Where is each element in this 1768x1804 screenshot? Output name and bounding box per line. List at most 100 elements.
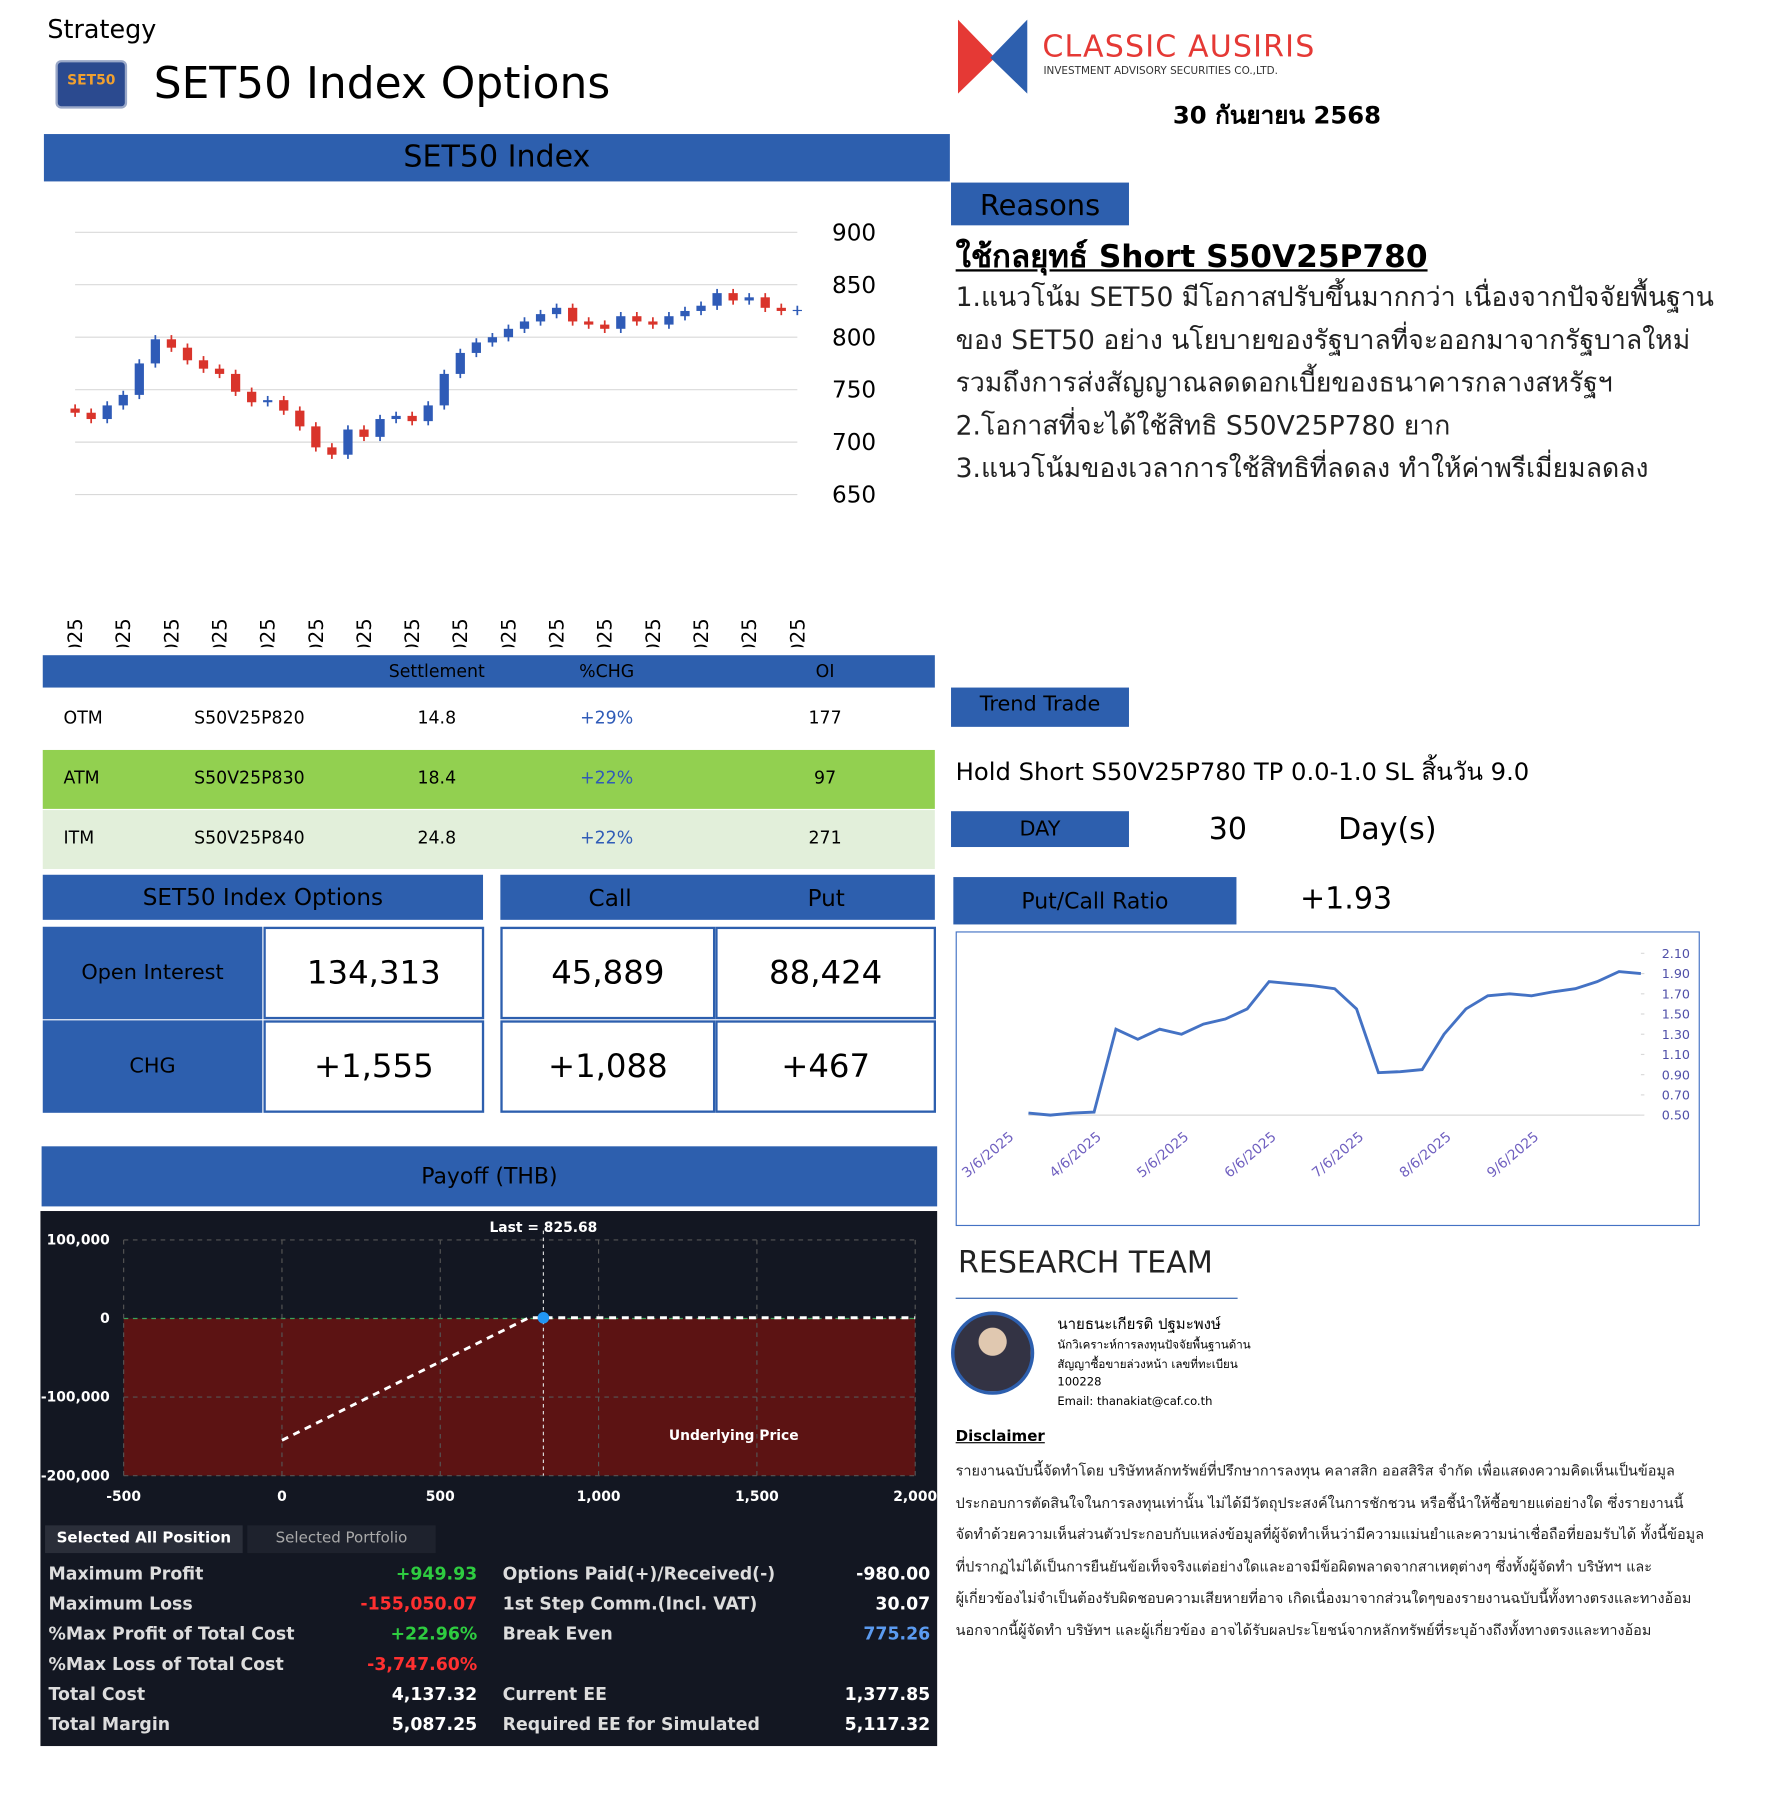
- y-tick-label: 0.90: [1662, 1067, 1690, 1082]
- candle-body: [744, 297, 754, 301]
- candle-body: [118, 394, 128, 406]
- disclaimer-title: Disclaimer: [955, 1428, 1045, 1446]
- days: 30: [1208, 812, 1247, 848]
- reasons-heading: Reasons: [951, 182, 1129, 226]
- stat-value: 5,087.25: [391, 1713, 478, 1735]
- y-tick-label: 0: [100, 1311, 110, 1327]
- candle-body: [150, 339, 160, 364]
- y-tick-label: 750: [832, 378, 876, 404]
- rule: [955, 1297, 1238, 1299]
- candle-body: [327, 447, 337, 455]
- candle-body: [439, 373, 449, 406]
- stat-value: 775.26: [863, 1623, 931, 1645]
- table-cell: 24.8: [417, 827, 457, 849]
- candle-body: [279, 400, 289, 411]
- candle-body: [375, 419, 385, 437]
- stat-value: -155,050.07: [360, 1593, 478, 1615]
- disclaimer-line: นอกจากนี้ผู้จัดทำ บริษัทฯ และผู้เกี่ยวข้…: [955, 1621, 1652, 1639]
- x-tick-label: 4/28/2025: [112, 618, 135, 647]
- candle-body: [712, 293, 722, 306]
- logo-red: [957, 19, 995, 94]
- disclaimer-line: จัดทำด้วยความเห็นส่วนตัวประกอบกับแหล่งข้…: [955, 1525, 1705, 1543]
- x-tick-label: 9/19/2025: [738, 618, 761, 647]
- table-row: [42, 689, 935, 749]
- candle-body: [263, 400, 273, 403]
- candle-body: [568, 307, 578, 322]
- analyst-line: นักวิเคราะห์การลงทุนปัจจัยพื้นฐานด้าน: [1057, 1339, 1251, 1353]
- table-cell: ITM: [63, 827, 95, 849]
- value-cell: 88,424: [715, 926, 937, 1020]
- disclaimer-line: รายงานฉบับนี้จัดทำโดย บริษัทหลักทรัพย์ที…: [955, 1461, 1675, 1480]
- x-tick-label: 7/8/2025: [401, 618, 424, 647]
- x-tick-label: 5/14/2025: [160, 618, 183, 647]
- candle-body: [471, 342, 481, 353]
- tab[interactable]: Selected Portfolio: [247, 1525, 436, 1554]
- candle-body: [664, 316, 674, 325]
- x-tick-label: 7/30/2025: [497, 618, 520, 647]
- value-cell: +1,555: [263, 1020, 485, 1113]
- chart-title: SET50 Index: [43, 134, 950, 182]
- value-cell: +1,088: [500, 1020, 716, 1113]
- x-tick-label: -500: [106, 1489, 141, 1505]
- candle-body: [86, 412, 96, 420]
- y-tick-label: 1.90: [1662, 966, 1690, 981]
- stat-value: -980.00: [856, 1563, 931, 1585]
- reason-line: 2.โอกาสที่จะได้ใช้สิทธิ S50V25P780 ยาก: [955, 411, 1451, 442]
- stat-label: Total Margin: [48, 1713, 171, 1735]
- call-header: Call: [588, 884, 632, 912]
- company: CLASSIC AUSIRIS: [1042, 30, 1316, 65]
- x-tick-label: 9/10/2025: [690, 618, 713, 647]
- candle-body: [70, 408, 80, 413]
- x-tick-label: 9/30/2025: [786, 618, 809, 647]
- candle-body: [166, 339, 177, 348]
- tab[interactable]: Selected All Position: [45, 1525, 243, 1554]
- candle-body: [230, 373, 241, 392]
- trend-heading: Trend Trade: [951, 687, 1129, 727]
- reason-line: รวมถึงการส่งสัญญาณลดดอกเบี้ยของธนาคารกลา…: [955, 368, 1613, 399]
- pcr-line: [1028, 970, 1642, 1117]
- x-tick-label: 6/9/2025: [257, 618, 280, 647]
- table-row: [42, 749, 935, 809]
- analyst-line: สัญญาซื้อขายล่วงหน้า เลขที่ทะเบียน: [1057, 1358, 1238, 1372]
- candle-body: [696, 305, 706, 311]
- x-tick-label: 4/6/2025: [1047, 1129, 1105, 1181]
- candle-body: [182, 347, 193, 361]
- x-tick-label: 500: [426, 1489, 455, 1505]
- candle-body: [584, 321, 594, 325]
- candle-body: [648, 321, 658, 325]
- candle-body: [343, 429, 353, 455]
- y-tick-label: 850: [832, 273, 876, 299]
- candle-body: [519, 321, 530, 329]
- payoff-title: Payoff (THB): [41, 1146, 938, 1207]
- reason-line: ของ SET50 อย่าง นโยบายของรัฐบาลที่จะออกม…: [955, 325, 1691, 356]
- loss-zone: [123, 1318, 916, 1476]
- stat-label: Maximum Profit: [48, 1563, 204, 1585]
- x-tick-label: 9/6/2025: [1484, 1129, 1542, 1181]
- x-tick-label: 0: [277, 1489, 287, 1505]
- candle-body: [247, 391, 257, 403]
- date: 30 กันยายน 2568: [1172, 101, 1382, 130]
- y-tick-label: 1.70: [1662, 986, 1690, 1001]
- stat-value: 4,137.32: [391, 1683, 478, 1705]
- y-tick-label: 1.10: [1662, 1047, 1690, 1062]
- table-cell: 97: [814, 767, 837, 789]
- x-axis-label: Underlying Price: [669, 1428, 799, 1444]
- stat-value: +949.93: [395, 1563, 478, 1585]
- put-header: Put: [807, 884, 845, 912]
- analyst-line: Email: thanakiat@caf.co.th: [1057, 1395, 1213, 1409]
- candle-body: [792, 309, 802, 312]
- payoff-line: [281, 1316, 916, 1442]
- table-cell: S50V25P830: [194, 767, 305, 789]
- candle-body: [423, 405, 433, 422]
- candle-body: [600, 324, 610, 329]
- y-tick-label: 2.10: [1662, 946, 1690, 961]
- x-tick-label: 7/18/2025: [449, 618, 472, 647]
- x-tick-label: 1,000: [577, 1489, 621, 1505]
- pcr-frame: [955, 931, 1700, 1227]
- row-label: CHG: [42, 1020, 263, 1113]
- stat-label: Required EE for Simulated: [502, 1713, 760, 1735]
- logo: SET50: [55, 60, 128, 109]
- x-tick-label: 9/1/2025: [642, 618, 665, 647]
- strategy: ใช้กลยุทธ์ Short S50V25P780: [955, 239, 1428, 276]
